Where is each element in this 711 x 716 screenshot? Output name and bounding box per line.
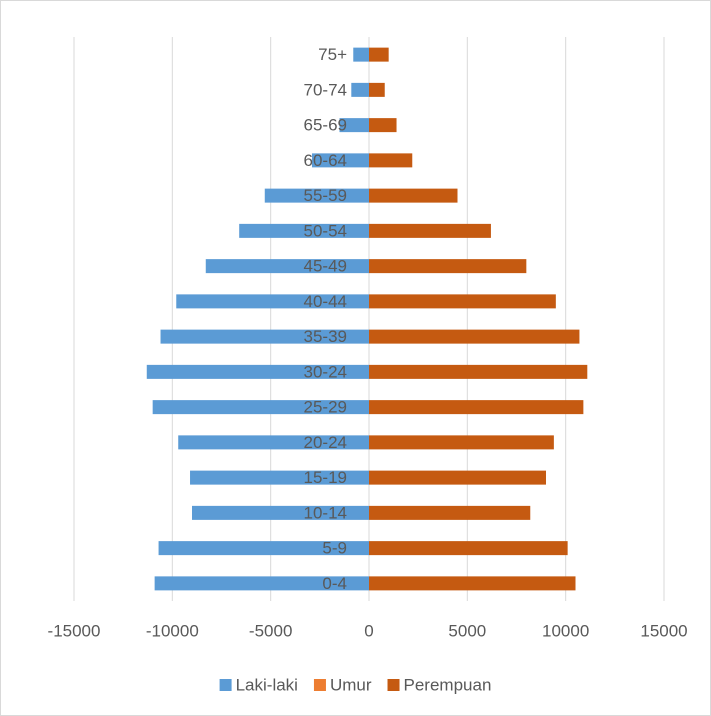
bar [369, 329, 580, 344]
bar [369, 400, 584, 415]
bar [178, 435, 369, 450]
legend-label: Umur [330, 675, 372, 694]
bar [369, 435, 554, 450]
bar [176, 294, 369, 309]
bar [190, 470, 369, 485]
bar [152, 400, 369, 415]
bar [369, 47, 389, 62]
y-tick-label: 0-4 [322, 574, 347, 593]
bar [205, 259, 369, 274]
legend-label: Perempuan [404, 675, 492, 694]
y-tick-label: 35-39 [304, 327, 347, 346]
x-tick-label: 15000 [640, 621, 687, 640]
bar [369, 470, 546, 485]
bar [369, 82, 385, 97]
bar [369, 505, 531, 520]
bar [369, 541, 568, 556]
x-tick-label: 5000 [448, 621, 486, 640]
bar [369, 118, 397, 133]
y-tick-label: 50-54 [304, 221, 347, 240]
x-tick-label: 0 [364, 621, 373, 640]
legend-swatch [219, 679, 232, 691]
bar [311, 153, 369, 168]
bar [353, 47, 369, 62]
bar [158, 541, 369, 556]
bar [160, 329, 369, 344]
bar [351, 82, 369, 97]
bar [264, 188, 369, 203]
bar [369, 188, 458, 203]
y-tick-label: 65-69 [304, 116, 347, 135]
y-tick-label: 5-9 [322, 539, 347, 558]
bar [369, 153, 413, 168]
bar [369, 364, 588, 379]
x-tick-label: -5000 [249, 621, 292, 640]
y-tick-label: 15-19 [304, 468, 347, 487]
legend-swatch [313, 679, 326, 691]
bar [192, 505, 369, 520]
bar [369, 259, 527, 274]
y-tick-label: 20-24 [304, 433, 347, 452]
y-tick-label: 45-49 [304, 257, 347, 276]
bar [146, 364, 369, 379]
y-tick-label: 30-24 [304, 362, 347, 381]
y-tick-label: 10-14 [304, 503, 347, 522]
y-tick-label: 75+ [318, 45, 347, 64]
y-tick-label: 55-59 [304, 186, 347, 205]
x-tick-label: 10000 [542, 621, 589, 640]
y-tick-label: 25-29 [304, 398, 347, 417]
bar [369, 294, 556, 309]
legend-swatch [387, 679, 400, 691]
y-tick-label: 40-44 [304, 292, 347, 311]
bar [239, 223, 369, 238]
bar [339, 118, 369, 133]
x-tick-label: -10000 [146, 621, 199, 640]
bar [369, 576, 576, 591]
bar [154, 576, 369, 591]
legend-label: Laki-laki [236, 675, 298, 694]
bar [369, 223, 491, 238]
y-tick-label: 60-64 [304, 151, 347, 170]
x-tick-label: -15000 [48, 621, 101, 640]
y-tick-label: 70-74 [304, 80, 347, 99]
